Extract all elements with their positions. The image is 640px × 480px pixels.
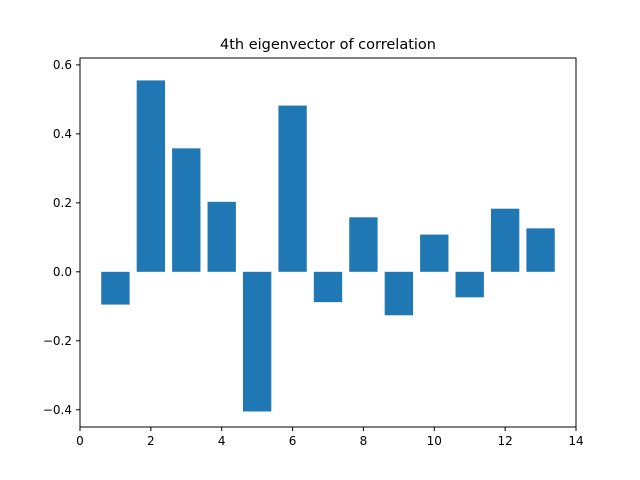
bar-9 xyxy=(384,271,414,316)
bar-10 xyxy=(420,234,449,272)
bar-4 xyxy=(207,201,236,272)
y-tick-label: −0.4 xyxy=(43,403,72,417)
plot-frame xyxy=(79,57,577,428)
bar-13 xyxy=(526,228,555,272)
y-tick-label: 0.2 xyxy=(53,196,72,210)
x-tick-label: 4 xyxy=(218,434,226,448)
x-tick-label: 8 xyxy=(360,434,368,448)
bar-7 xyxy=(313,271,343,303)
bar-11 xyxy=(455,271,484,298)
chart-title: 4th eigenvector of correlation xyxy=(220,37,436,53)
x-tick-label: 0 xyxy=(76,434,84,448)
x-tick-label: 6 xyxy=(289,434,297,448)
y-tick-label: 0.6 xyxy=(53,58,72,72)
bar-8 xyxy=(349,217,378,272)
x-tick-label: 10 xyxy=(427,434,442,448)
bars-group xyxy=(101,80,555,412)
x-tick-label: 2 xyxy=(147,434,155,448)
bar-5 xyxy=(242,271,272,412)
bar-1 xyxy=(101,271,130,305)
y-tick-label: −0.2 xyxy=(43,334,72,348)
axes-group: 0 2 4 6 8 10 12 14 −0.4 −0.2 0.0 0.2 0.4 0.6 xyxy=(43,57,584,448)
bar-12 xyxy=(490,208,520,272)
bar-3 xyxy=(172,148,201,272)
bar-6 xyxy=(278,105,307,272)
x-tick-label: 14 xyxy=(568,434,583,448)
y-tick-label: 0.0 xyxy=(53,265,72,279)
bar-2 xyxy=(136,80,166,272)
y-tick-label: 0.4 xyxy=(53,127,72,141)
x-tick-label: 12 xyxy=(498,434,513,448)
